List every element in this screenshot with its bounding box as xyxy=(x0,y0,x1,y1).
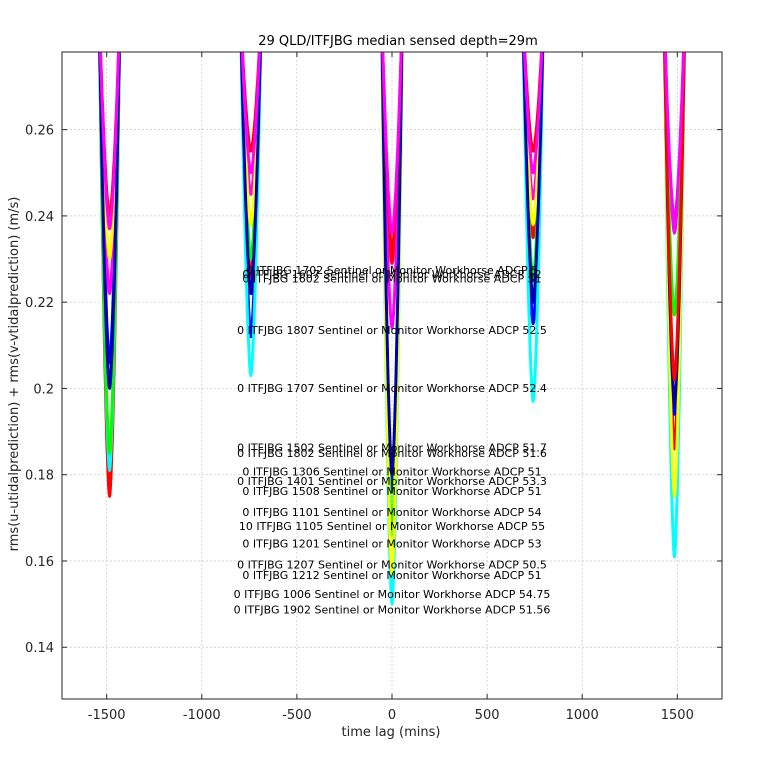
annotation-label: 0 ITFJBG 1212 Sentinel or Monitor Workho… xyxy=(242,569,541,582)
y-tick-label: 0.2 xyxy=(33,382,54,397)
y-tick-label: 0.18 xyxy=(25,469,54,484)
series-line-s9 xyxy=(663,52,686,222)
annotation-label: 0 ITFJBG 1807 Sentinel or Monitor Workho… xyxy=(237,324,547,337)
series-line-s9 xyxy=(98,52,121,231)
annotation-label: 0 ITFJBG 1607 Sentinel or Monitor Workho… xyxy=(242,268,541,281)
annotations: 0 ITFJBG 1702 Sentinel or Monitor Workho… xyxy=(234,264,551,616)
y-axis: 0.14 0.16 0.18 0.2 0.22 0.24 0.26 xyxy=(25,124,722,656)
annotation-label: 0 ITFJBG 1802 Sentinel or Monitor Workho… xyxy=(237,447,547,460)
x-tick-label: -1000 xyxy=(183,708,221,723)
annotation-label: 0 ITFJBG 1502 Sentinel or Monitor Workho… xyxy=(237,442,547,455)
annotation-label: 0 ITFJBG 1702 Sentinel or Monitor Workho… xyxy=(246,264,538,277)
chart-title: 29 QLD/ITFJBG median sensed depth=29m xyxy=(258,34,538,49)
x-tick-label: 500 xyxy=(475,708,500,723)
series-line-s7 xyxy=(380,52,404,477)
series-line-s9 xyxy=(240,52,262,175)
series-line-s7 xyxy=(522,52,545,304)
annotation-label: 0 ITFJBG 1401 Sentinel or Monitor Workho… xyxy=(237,475,547,488)
annotation-label: 0 ITFJBG 1306 Sentinel or Monitor Workho… xyxy=(242,465,541,478)
annotation-label: 0 ITFJBG 1006 Sentinel or Monitor Workho… xyxy=(234,588,551,601)
series-line-s7 xyxy=(239,52,262,295)
y-axis-label: rms(u-utidalprediction) + rms(v-vtidalpr… xyxy=(7,197,22,552)
y-tick-label: 0.14 xyxy=(25,641,54,656)
y-tick-label: 0.22 xyxy=(25,296,54,311)
annotation-label: 0 ITFJBG 1707 Sentinel or Monitor Workho… xyxy=(237,382,547,395)
annotation-label: 0 ITFJBG 1508 Sentinel or Monitor Workho… xyxy=(242,485,541,498)
annotation-label: 10 ITFJBG 1105 Sentinel or Monitor Workh… xyxy=(239,520,545,533)
y-tick-label: 0.26 xyxy=(25,124,54,139)
series-clip-group xyxy=(98,52,686,606)
x-tick-label: 1000 xyxy=(566,708,599,723)
x-tick-label: -1500 xyxy=(88,708,126,723)
x-axis-label: time lag (mins) xyxy=(342,725,441,740)
series-line-s7 xyxy=(98,52,121,390)
grid xyxy=(62,52,722,699)
y-tick-label: 0.24 xyxy=(25,210,54,225)
series-line-s9 xyxy=(381,52,403,235)
annotation-label: 0 ITFJBG 1201 Sentinel or Monitor Workho… xyxy=(242,538,541,551)
y-tick-label: 0.16 xyxy=(25,555,54,570)
x-axis: -1500 -1000 -500 0 500 1000 1500 xyxy=(88,52,694,723)
annotation-label: 0 ITFJBG 1207 Sentinel or Monitor Workho… xyxy=(237,558,547,571)
series-line-s8 xyxy=(663,52,686,382)
annotation-label: 0 ITFJBG 1902 Sentinel or Monitor Workho… xyxy=(234,603,551,616)
x-tick-label: 1500 xyxy=(661,708,694,723)
annotation-label: 0 ITFJBG 1602 Sentinel or Monitor Workho… xyxy=(242,272,541,285)
series-group xyxy=(98,52,686,606)
series-line-s9 xyxy=(522,52,544,175)
x-tick-label: 0 xyxy=(388,708,396,723)
annotation-label: 0 ITFJBG 1101 Sentinel or Monitor Workho… xyxy=(242,506,541,519)
x-tick-label: -500 xyxy=(282,708,312,723)
